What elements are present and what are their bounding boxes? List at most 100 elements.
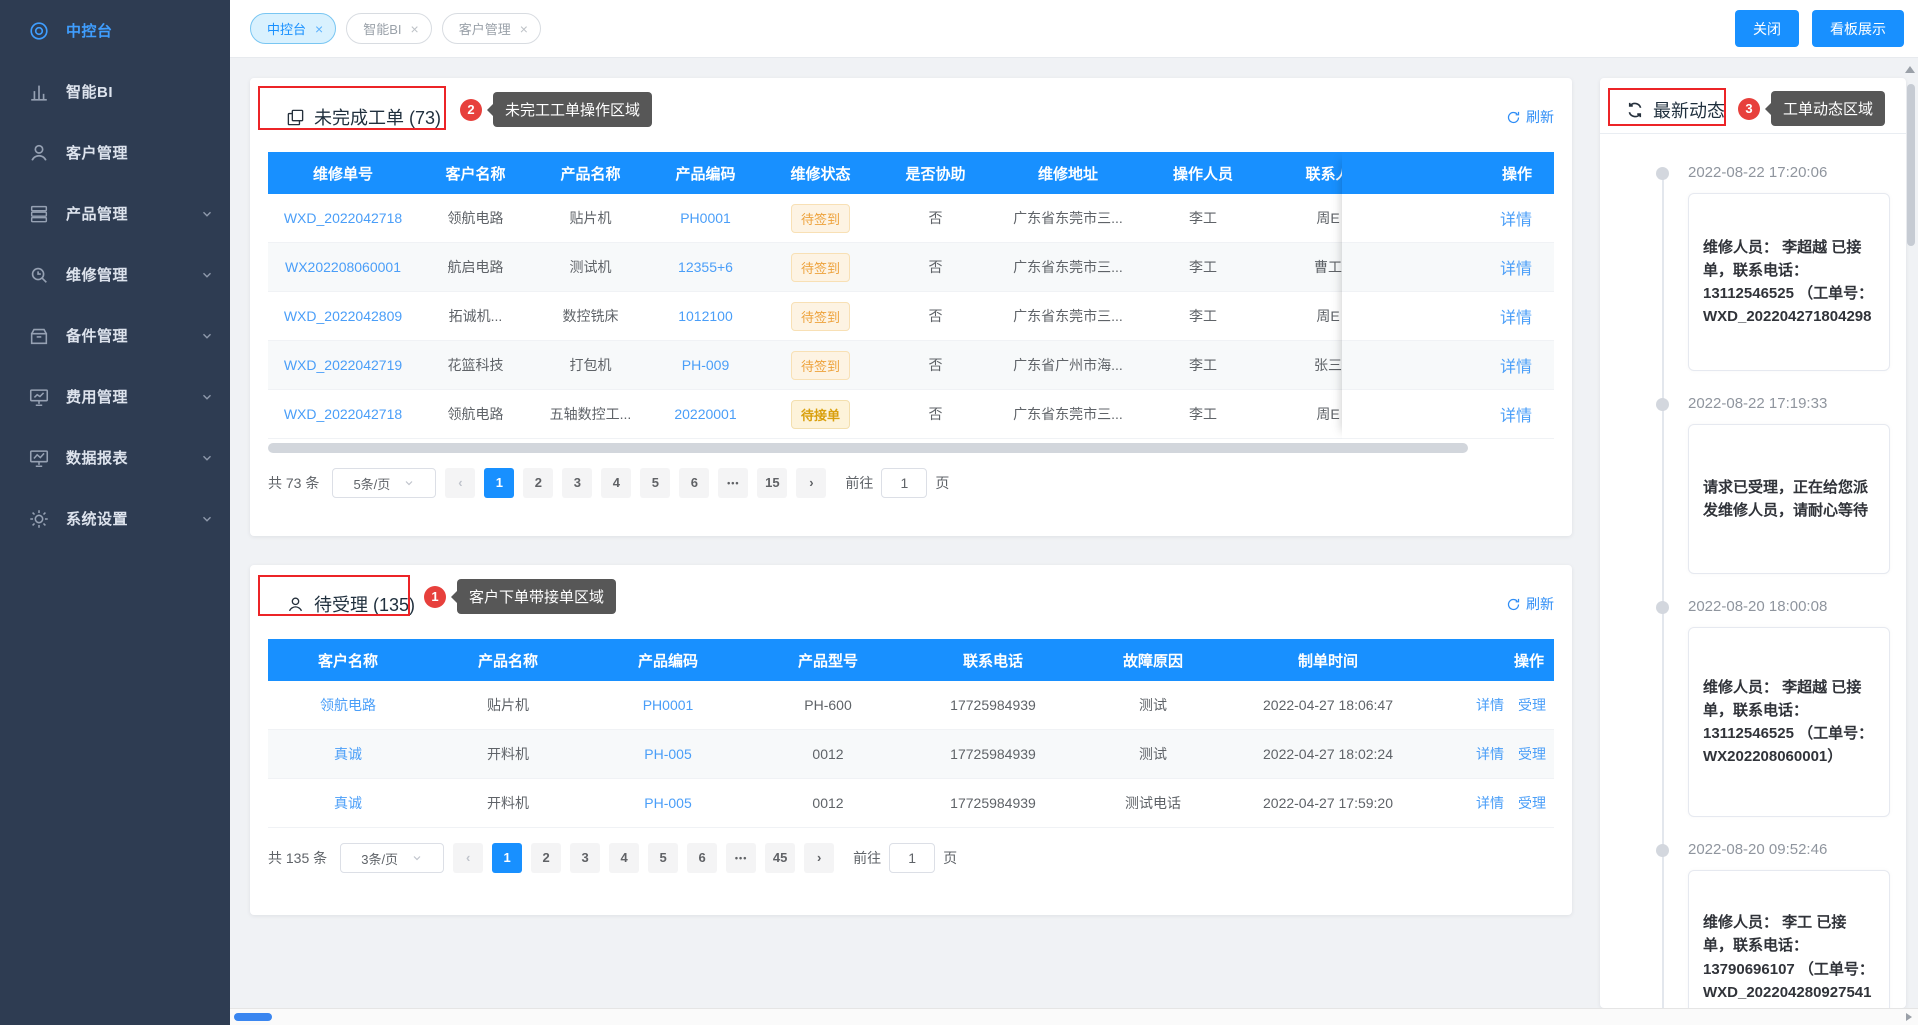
row-detail-link[interactable]: 详情: [1499, 408, 1532, 425]
cell-link[interactable]: 20220001: [674, 406, 737, 422]
sidebar-item-label: 维修管理: [66, 267, 129, 284]
column-header-label: 客户名称: [317, 652, 378, 670]
unfinished-panel-title: 未完成工单 (73): [268, 104, 441, 130]
sidebar-item-2[interactable]: 客户管理: [0, 122, 230, 183]
page-button-15[interactable]: 15: [757, 468, 788, 498]
cell-text: 测试机: [569, 259, 612, 275]
cell-customer: 真诚: [268, 793, 428, 813]
page-button-5[interactable]: 5: [648, 843, 679, 873]
row-action-link[interactable]: 受理: [1518, 697, 1546, 713]
goto-label: 前往: [845, 475, 874, 491]
row-action-link[interactable]: 详情: [1476, 697, 1504, 713]
annotation-tooltip-1: 客户下单带接单区域: [457, 579, 617, 614]
sidebar-item-5[interactable]: 备件管理: [0, 305, 230, 366]
cell-link[interactable]: WXD_2022042718: [283, 406, 403, 422]
row-detail-link[interactable]: 详情: [1499, 359, 1532, 376]
goto-page-input[interactable]: [889, 843, 936, 873]
prev-page-button[interactable]: ‹: [453, 843, 484, 873]
close-icon[interactable]: ×: [519, 20, 528, 37]
goto-page-input[interactable]: [881, 468, 928, 498]
sync-icon: [1626, 101, 1644, 119]
cell-assist: 否: [878, 306, 993, 326]
cell-link[interactable]: 真诚: [334, 746, 362, 762]
pagination-ellipsis[interactable]: •••: [726, 843, 757, 873]
page-button-1[interactable]: 1: [484, 468, 515, 498]
page-button-3[interactable]: 3: [570, 843, 601, 873]
page-button-4[interactable]: 4: [609, 843, 640, 873]
page-button-6[interactable]: 6: [679, 468, 710, 498]
cell-link[interactable]: PH-005: [644, 795, 692, 811]
horizontal-scrollbar-right-arrow[interactable]: [1906, 1013, 1912, 1021]
sidebar-item-0[interactable]: 中控台: [0, 0, 230, 61]
page-button-4[interactable]: 4: [601, 468, 632, 498]
page-button-6[interactable]: 6: [687, 843, 718, 873]
sidebar-item-label: 中控台: [66, 23, 113, 40]
cell-link[interactable]: 领航电路: [320, 697, 376, 713]
per-page-select[interactable]: 3条/页: [340, 843, 445, 873]
page-button-3[interactable]: 3: [562, 468, 593, 498]
page-button-45[interactable]: 45: [765, 843, 796, 873]
cell-text: PH-600: [804, 697, 852, 713]
close-icon[interactable]: ×: [410, 20, 419, 37]
prev-page-button[interactable]: ‹: [445, 468, 476, 498]
sidebar-item-6[interactable]: 费用管理: [0, 366, 230, 427]
pending-refresh-link[interactable]: 刷新: [1506, 594, 1554, 614]
row-action-link[interactable]: 详情: [1476, 746, 1504, 762]
row-action-link[interactable]: 受理: [1518, 746, 1546, 762]
page-horizontal-scrollbar-thumb[interactable]: [234, 1013, 272, 1021]
table-horizontal-scrollbar-thumb[interactable]: [268, 443, 1468, 453]
cell-text: 广东省广州市海...: [1013, 357, 1123, 373]
table-header-row: 维修单号 客户名称 产品名称 产品编码 维修状态 是否协助 维修地址 操作人员 联系人: [268, 152, 1554, 194]
cell-link[interactable]: 真诚: [334, 795, 362, 811]
sidebar-item-3[interactable]: 产品管理: [0, 183, 230, 244]
cell-link[interactable]: 12355+6: [678, 259, 733, 275]
unfinished-refresh-link[interactable]: 刷新: [1506, 107, 1554, 127]
timeline-dot: [1656, 844, 1669, 857]
page-button-2[interactable]: 2: [531, 843, 562, 873]
tab-2[interactable]: 客户管理 ×: [441, 13, 541, 44]
cell-link[interactable]: WX202208060001: [285, 259, 401, 275]
refresh-label: 刷新: [1526, 596, 1554, 612]
activity-vertical-scrollbar-thumb[interactable]: [1907, 84, 1915, 246]
page-button-2[interactable]: 2: [523, 468, 554, 498]
timeline-dot: [1656, 601, 1669, 614]
tab-1[interactable]: 智能BI ×: [346, 13, 432, 44]
sidebar-item-4[interactable]: 维修管理: [0, 244, 230, 305]
cell-link[interactable]: WXD_2022042809: [283, 308, 403, 324]
vertical-scrollbar-up-arrow[interactable]: [1905, 66, 1915, 73]
page-button-5[interactable]: 5: [640, 468, 671, 498]
cell-link[interactable]: PH0001: [680, 210, 731, 226]
cell-link[interactable]: 1012100: [678, 308, 733, 324]
next-page-button[interactable]: ›: [796, 468, 827, 498]
row-action-link[interactable]: 受理: [1518, 795, 1546, 811]
column-header-phone: 联系电话: [908, 650, 1078, 671]
row-detail-link[interactable]: 详情: [1499, 212, 1532, 229]
next-page-button[interactable]: ›: [804, 843, 835, 873]
cell-text: 广东省东莞市三...: [1013, 308, 1123, 324]
sidebar-item-1[interactable]: 智能BI: [0, 61, 230, 122]
row-detail-link[interactable]: 详情: [1499, 261, 1532, 278]
row-action-link[interactable]: 详情: [1476, 795, 1504, 811]
pagination-ellipsis[interactable]: •••: [718, 468, 749, 498]
cell-link[interactable]: WXD_2022042719: [283, 357, 403, 373]
row-detail-link[interactable]: 详情: [1499, 310, 1532, 327]
column-header-operator: 操作人员: [1143, 163, 1263, 184]
tab-0[interactable]: 中控台 ×: [250, 13, 337, 44]
cell-link[interactable]: PH0001: [642, 697, 694, 713]
page-button-1[interactable]: 1: [492, 843, 523, 873]
close-button[interactable]: 关闭: [1735, 10, 1799, 47]
sidebar-item-7[interactable]: 数据报表: [0, 427, 230, 488]
timeline-message-card: 维修人员： 李超越 已接单，联系电话： 13112546525 （工单号： WX…: [1688, 627, 1890, 817]
cell-link[interactable]: PH-005: [644, 746, 692, 762]
per-page-select[interactable]: 5条/页: [332, 468, 437, 498]
board-display-button[interactable]: 看板展示: [1812, 10, 1904, 47]
sidebar-item-8[interactable]: 系统设置: [0, 488, 230, 549]
cell-link[interactable]: WXD_2022042718: [283, 210, 403, 226]
cell-link[interactable]: PH-009: [681, 357, 730, 373]
table-horizontal-scrollbar: [268, 443, 1554, 453]
cell-text: 周E: [1316, 406, 1340, 422]
close-icon[interactable]: ×: [315, 20, 324, 37]
cell-text: 拓诚机...: [448, 308, 503, 324]
page-horizontal-scrollbar[interactable]: [230, 1008, 1918, 1025]
